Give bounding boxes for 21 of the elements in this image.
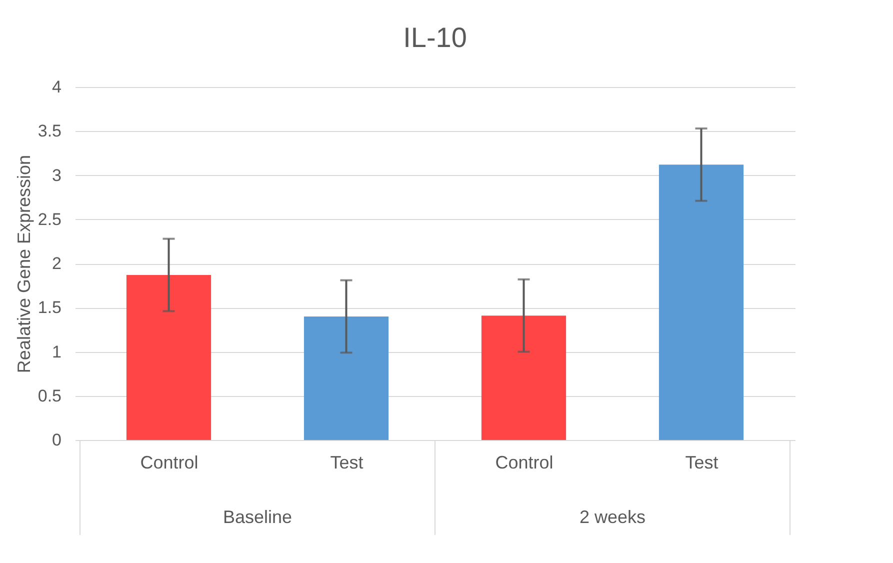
chart-title: IL-10 <box>403 22 467 53</box>
y-tick-label: 2.5 <box>38 210 62 229</box>
bar <box>481 316 566 440</box>
y-tick-label: 0.5 <box>38 386 62 406</box>
bar <box>658 164 744 440</box>
bar <box>304 316 389 440</box>
x-tick-label: Test <box>685 452 718 472</box>
text: 2 weeks <box>579 507 646 527</box>
y-tick-label: 3.5 <box>38 122 62 141</box>
text: Baseline <box>222 507 292 527</box>
x-tick-label: Control <box>495 452 554 472</box>
y-axis-title: Realative Gene Expression <box>14 154 34 374</box>
x-tick-label: Control <box>140 452 198 472</box>
y-tick-label: 1.5 <box>38 298 62 318</box>
y-tick-label: 0 <box>52 430 62 450</box>
y-tick-label: 1 <box>52 342 62 362</box>
bar <box>126 274 212 440</box>
y-tick-label: 2 <box>52 254 62 273</box>
y-tick-label: 3 <box>52 166 62 185</box>
y-tick-label: 4 <box>52 78 62 96</box>
x-tick-label: Test <box>330 452 364 472</box>
